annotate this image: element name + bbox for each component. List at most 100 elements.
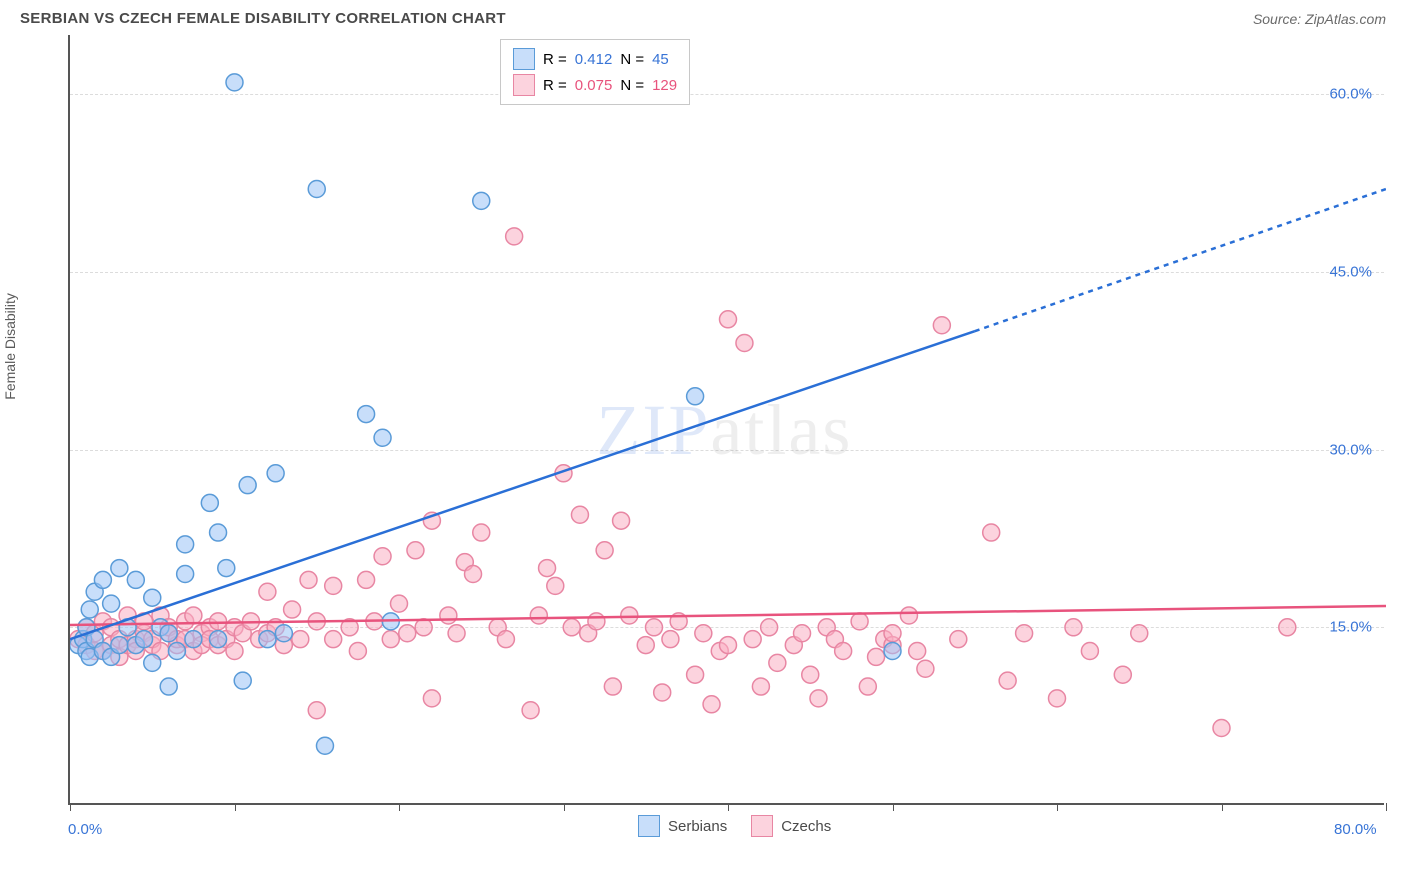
data-point bbox=[1049, 690, 1066, 707]
n-value-czechs: 129 bbox=[652, 77, 677, 94]
data-point bbox=[703, 696, 720, 713]
data-point bbox=[374, 548, 391, 565]
source-attribution: Source: ZipAtlas.com bbox=[1253, 11, 1386, 27]
data-point bbox=[185, 631, 202, 648]
data-point bbox=[292, 631, 309, 648]
swatch-serbians-bottom bbox=[638, 815, 660, 837]
data-point bbox=[239, 477, 256, 494]
data-point bbox=[662, 631, 679, 648]
data-point bbox=[284, 601, 301, 618]
data-point bbox=[497, 631, 514, 648]
legend-label-serbians: Serbians bbox=[668, 818, 727, 835]
data-point bbox=[613, 512, 630, 529]
data-point bbox=[884, 625, 901, 642]
data-point bbox=[752, 678, 769, 695]
data-point bbox=[917, 660, 934, 677]
data-point bbox=[720, 311, 737, 328]
data-point bbox=[539, 560, 556, 577]
data-point bbox=[884, 643, 901, 660]
data-point bbox=[201, 494, 218, 511]
data-point bbox=[1279, 619, 1296, 636]
data-point bbox=[983, 524, 1000, 541]
data-point bbox=[111, 637, 128, 654]
data-point bbox=[687, 388, 704, 405]
data-point bbox=[407, 542, 424, 559]
r-value-serbians: 0.412 bbox=[575, 51, 613, 68]
data-point bbox=[168, 643, 185, 660]
data-point bbox=[465, 566, 482, 583]
data-point bbox=[382, 631, 399, 648]
correlation-legend: R = 0.412 N = 45 R = 0.075 N = 129 bbox=[500, 39, 690, 105]
data-point bbox=[210, 613, 227, 630]
data-point bbox=[687, 666, 704, 683]
data-point bbox=[835, 643, 852, 660]
data-point bbox=[358, 571, 375, 588]
data-point bbox=[144, 654, 161, 671]
data-point bbox=[160, 625, 177, 642]
data-point bbox=[950, 631, 967, 648]
swatch-czechs bbox=[513, 74, 535, 96]
data-point bbox=[316, 737, 333, 754]
data-point bbox=[81, 601, 98, 618]
data-point bbox=[1213, 720, 1230, 737]
data-point bbox=[900, 607, 917, 624]
r-label: R = bbox=[543, 51, 567, 68]
data-point bbox=[325, 577, 342, 594]
data-point bbox=[868, 648, 885, 665]
data-point bbox=[218, 560, 235, 577]
data-point bbox=[769, 654, 786, 671]
data-point bbox=[448, 625, 465, 642]
data-point bbox=[851, 613, 868, 630]
data-point bbox=[226, 643, 243, 660]
data-point bbox=[325, 631, 342, 648]
swatch-serbians bbox=[513, 48, 535, 70]
data-point bbox=[210, 631, 227, 648]
data-point bbox=[94, 571, 111, 588]
r-value-czechs: 0.075 bbox=[575, 77, 613, 94]
data-point bbox=[621, 607, 638, 624]
data-point bbox=[234, 672, 251, 689]
data-point bbox=[563, 619, 580, 636]
data-point bbox=[530, 607, 547, 624]
n-value-serbians: 45 bbox=[652, 51, 669, 68]
legend-item-czechs: Czechs bbox=[751, 815, 831, 837]
data-point bbox=[308, 181, 325, 198]
data-point bbox=[210, 524, 227, 541]
data-point bbox=[111, 560, 128, 577]
data-point bbox=[300, 571, 317, 588]
data-point bbox=[103, 595, 120, 612]
data-point bbox=[127, 571, 144, 588]
data-point bbox=[810, 690, 827, 707]
data-point bbox=[909, 643, 926, 660]
data-point bbox=[391, 595, 408, 612]
data-point bbox=[473, 192, 490, 209]
legend-row-serbians: R = 0.412 N = 45 bbox=[513, 46, 677, 72]
data-point bbox=[308, 702, 325, 719]
data-point bbox=[604, 678, 621, 695]
data-point bbox=[695, 625, 712, 642]
y-axis-label: Female Disability bbox=[2, 293, 18, 400]
legend-label-czechs: Czechs bbox=[781, 818, 831, 835]
data-point bbox=[177, 536, 194, 553]
data-point bbox=[226, 74, 243, 91]
data-point bbox=[358, 406, 375, 423]
data-point bbox=[522, 702, 539, 719]
data-point bbox=[744, 631, 761, 648]
data-point bbox=[415, 619, 432, 636]
chart-title: SERBIAN VS CZECH FEMALE DISABILITY CORRE… bbox=[20, 10, 506, 27]
trend-line bbox=[70, 331, 975, 639]
n-label: N = bbox=[620, 51, 644, 68]
n-label: N = bbox=[620, 77, 644, 94]
x-axis-min-label: 0.0% bbox=[68, 821, 102, 838]
data-point bbox=[933, 317, 950, 334]
chart-container: Female Disability ZIPatlas R = 0.412 N =… bbox=[20, 35, 1384, 855]
data-point bbox=[720, 637, 737, 654]
data-point bbox=[1081, 643, 1098, 660]
data-point bbox=[1114, 666, 1131, 683]
data-point bbox=[637, 637, 654, 654]
data-point bbox=[654, 684, 671, 701]
data-point bbox=[275, 625, 292, 642]
data-point bbox=[999, 672, 1016, 689]
data-point bbox=[1065, 619, 1082, 636]
data-point bbox=[588, 613, 605, 630]
